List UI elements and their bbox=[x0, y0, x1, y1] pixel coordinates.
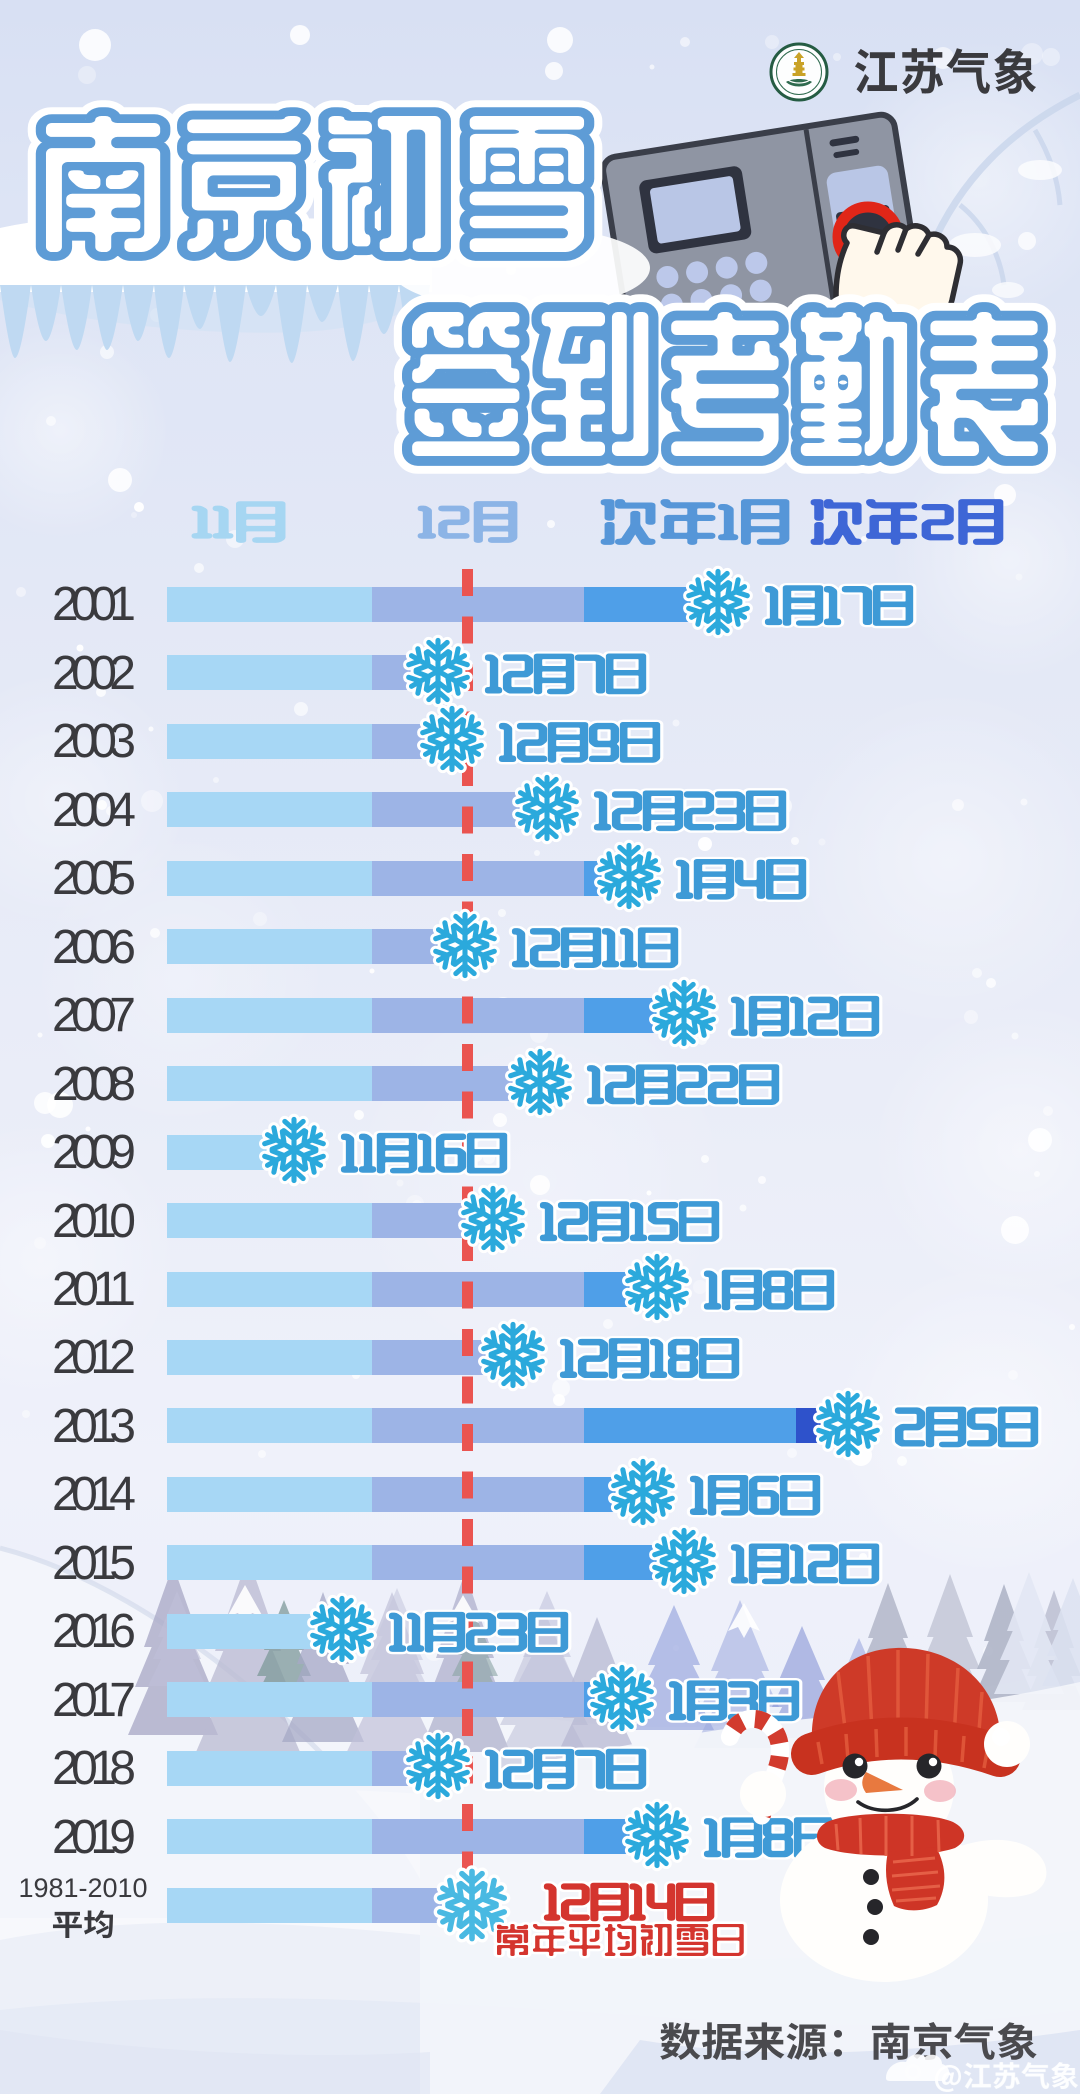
svg-text:1981-2010: 1981-2010 bbox=[18, 1873, 147, 1903]
svg-text:2004: 2004 bbox=[52, 784, 136, 837]
svg-text:2002: 2002 bbox=[52, 647, 136, 700]
svg-text:2009: 2009 bbox=[52, 1126, 136, 1179]
svg-text:2016: 2016 bbox=[52, 1605, 136, 1658]
svg-text:2003: 2003 bbox=[52, 715, 136, 768]
svg-text:2010: 2010 bbox=[52, 1195, 136, 1248]
svg-text:2001: 2001 bbox=[52, 578, 136, 631]
svg-text:2012: 2012 bbox=[52, 1331, 136, 1384]
svg-text:2018: 2018 bbox=[52, 1742, 136, 1795]
svg-text:2005: 2005 bbox=[52, 852, 136, 905]
svg-text:2011: 2011 bbox=[52, 1263, 136, 1316]
svg-text:2019: 2019 bbox=[52, 1811, 136, 1864]
svg-text:2015: 2015 bbox=[52, 1537, 136, 1590]
svg-text:2013: 2013 bbox=[52, 1400, 136, 1453]
svg-text:2006: 2006 bbox=[52, 921, 136, 974]
svg-text:2014: 2014 bbox=[52, 1468, 136, 1521]
svg-text:2017: 2017 bbox=[52, 1674, 136, 1727]
svg-text:2007: 2007 bbox=[52, 989, 136, 1042]
svg-text:2008: 2008 bbox=[52, 1058, 136, 1111]
